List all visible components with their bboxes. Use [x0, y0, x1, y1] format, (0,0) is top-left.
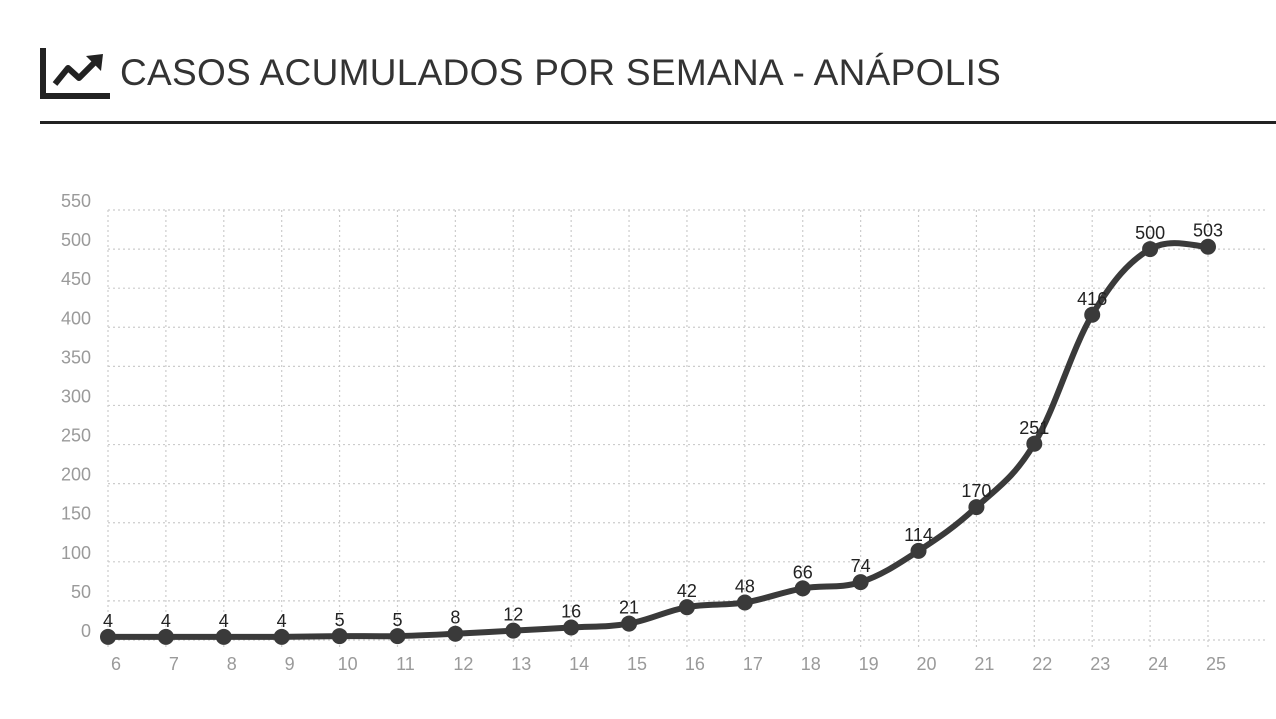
x-tick-label: 24: [1148, 654, 1168, 674]
y-tick-label: 350: [61, 347, 91, 367]
data-point: [910, 542, 927, 559]
y-tick-label: 250: [61, 426, 91, 446]
data-point: [331, 628, 348, 645]
x-tick-label: 25: [1206, 654, 1226, 674]
y-tick-label: 100: [61, 543, 91, 563]
data-label: 500: [1135, 223, 1165, 243]
y-tick-label: 400: [61, 308, 91, 328]
grid-lines: [107, 209, 1268, 648]
x-tick-label: 9: [285, 654, 295, 674]
data-label: 4: [277, 611, 287, 631]
x-tick-label: 12: [453, 654, 473, 674]
data-point: [621, 615, 638, 632]
chart-header: CASOS ACUMULADOS POR SEMANA - ANÁPOLIS: [40, 40, 1276, 124]
header-divider: [40, 121, 1276, 124]
y-tick-label: 300: [61, 386, 91, 406]
data-point: [273, 628, 290, 645]
x-tick-label: 8: [227, 654, 237, 674]
x-tick-label: 6: [111, 654, 121, 674]
y-tick-label: 550: [61, 191, 91, 211]
data-point: [563, 619, 580, 636]
data-point: [505, 622, 522, 639]
chart-title: CASOS ACUMULADOS POR SEMANA - ANÁPOLIS: [120, 52, 1002, 93]
data-label: 8: [450, 608, 460, 628]
data-label: 416: [1077, 289, 1107, 309]
x-tick-label: 20: [917, 654, 937, 674]
x-tick-label: 23: [1090, 654, 1110, 674]
data-label: 74: [851, 556, 871, 576]
data-point: [1026, 435, 1043, 452]
data-label: 114: [904, 525, 933, 545]
x-tick-label: 15: [627, 654, 647, 674]
x-tick-label: 21: [974, 654, 994, 674]
data-point: [1142, 241, 1159, 258]
data-label: 170: [961, 481, 991, 501]
data-label: 5: [392, 610, 402, 630]
data-label: 66: [793, 562, 813, 582]
data-point: [736, 594, 753, 611]
y-axis-ticks: 0 50 100 150 200 250 300 350 400 450 500 550: [61, 191, 91, 641]
x-tick-label: 19: [859, 654, 879, 674]
data-point: [968, 499, 985, 516]
data-points: [100, 238, 1216, 645]
data-label: 42: [677, 581, 697, 601]
data-point: [389, 628, 406, 645]
data-point: [1084, 306, 1101, 323]
series-line: [105, 240, 1211, 640]
data-point: [215, 628, 232, 645]
data-point: [1200, 238, 1216, 255]
data-point: [447, 625, 464, 642]
data-label: 251: [1019, 418, 1049, 438]
x-tick-label: 18: [801, 654, 821, 674]
x-tick-label: 7: [169, 654, 179, 674]
data-label: 4: [219, 611, 229, 631]
x-axis-ticks: 6 7 8 9 10 11 12 13 14 15 16 17 18 19 20 21 22 23 24 25: [111, 654, 1226, 674]
data-point: [157, 628, 174, 645]
data-label: 16: [561, 601, 581, 621]
data-labels: 4 4 4 4 5 5 8 12 16 21 42 48 66 74 114 170 251 416 500 503: [103, 221, 1223, 631]
data-point: [678, 599, 695, 616]
x-tick-label: 13: [511, 654, 531, 674]
data-point: [852, 574, 869, 591]
x-tick-label: 17: [743, 654, 763, 674]
data-label: 5: [335, 610, 345, 630]
x-tick-label: 14: [569, 654, 589, 674]
x-tick-label: 11: [396, 654, 415, 674]
data-label: 48: [735, 576, 755, 596]
data-point: [100, 628, 116, 645]
data-label: 12: [503, 605, 523, 625]
data-point: [794, 580, 811, 597]
y-tick-label: 200: [61, 465, 91, 485]
x-tick-label: 16: [685, 654, 705, 674]
x-tick-label: 22: [1032, 654, 1052, 674]
y-tick-label: 500: [61, 230, 91, 250]
y-tick-label: 0: [81, 621, 91, 641]
y-tick-label: 150: [61, 504, 91, 524]
data-label: 4: [103, 611, 113, 631]
x-tick-label: 10: [338, 654, 358, 674]
y-tick-label: 450: [61, 269, 91, 289]
data-label: 503: [1193, 221, 1223, 241]
data-label: 4: [161, 611, 171, 631]
trending-up-chart-icon: [40, 48, 110, 99]
y-tick-label: 50: [71, 582, 91, 602]
data-label: 21: [619, 598, 639, 618]
